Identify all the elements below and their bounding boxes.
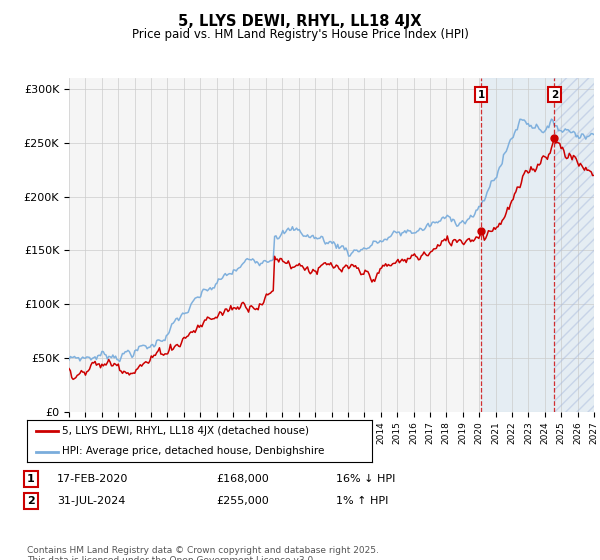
Text: 5, LLYS DEWI, RHYL, LL18 4JX (detached house): 5, LLYS DEWI, RHYL, LL18 4JX (detached h… [62,426,308,436]
Text: 2: 2 [551,90,558,100]
Text: Contains HM Land Registry data © Crown copyright and database right 2025.
This d: Contains HM Land Registry data © Crown c… [27,546,379,560]
Text: 31-JUL-2024: 31-JUL-2024 [57,496,125,506]
Text: £168,000: £168,000 [216,474,269,484]
Text: £255,000: £255,000 [216,496,269,506]
Bar [554,78,594,412]
Text: 2: 2 [27,496,35,506]
Text: Price paid vs. HM Land Registry's House Price Index (HPI): Price paid vs. HM Land Registry's House … [131,28,469,41]
Bar [554,78,594,412]
Text: HPI: Average price, detached house, Denbighshire: HPI: Average price, detached house, Denb… [62,446,324,456]
Text: 17-FEB-2020: 17-FEB-2020 [57,474,128,484]
Text: 1: 1 [478,90,485,100]
Text: 5, LLYS DEWI, RHYL, LL18 4JX: 5, LLYS DEWI, RHYL, LL18 4JX [178,14,422,29]
Text: 1: 1 [27,474,35,484]
Bar [481,78,594,412]
Text: 1% ↑ HPI: 1% ↑ HPI [336,496,388,506]
Text: 16% ↓ HPI: 16% ↓ HPI [336,474,395,484]
